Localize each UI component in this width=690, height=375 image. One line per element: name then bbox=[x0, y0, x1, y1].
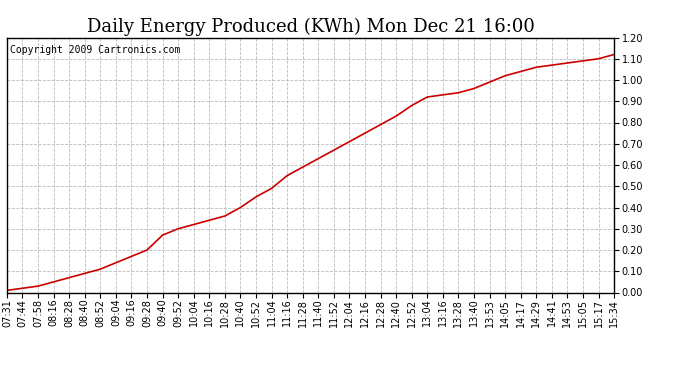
Title: Daily Energy Produced (KWh) Mon Dec 21 16:00: Daily Energy Produced (KWh) Mon Dec 21 1… bbox=[86, 18, 535, 36]
Text: Copyright 2009 Cartronics.com: Copyright 2009 Cartronics.com bbox=[10, 45, 180, 55]
